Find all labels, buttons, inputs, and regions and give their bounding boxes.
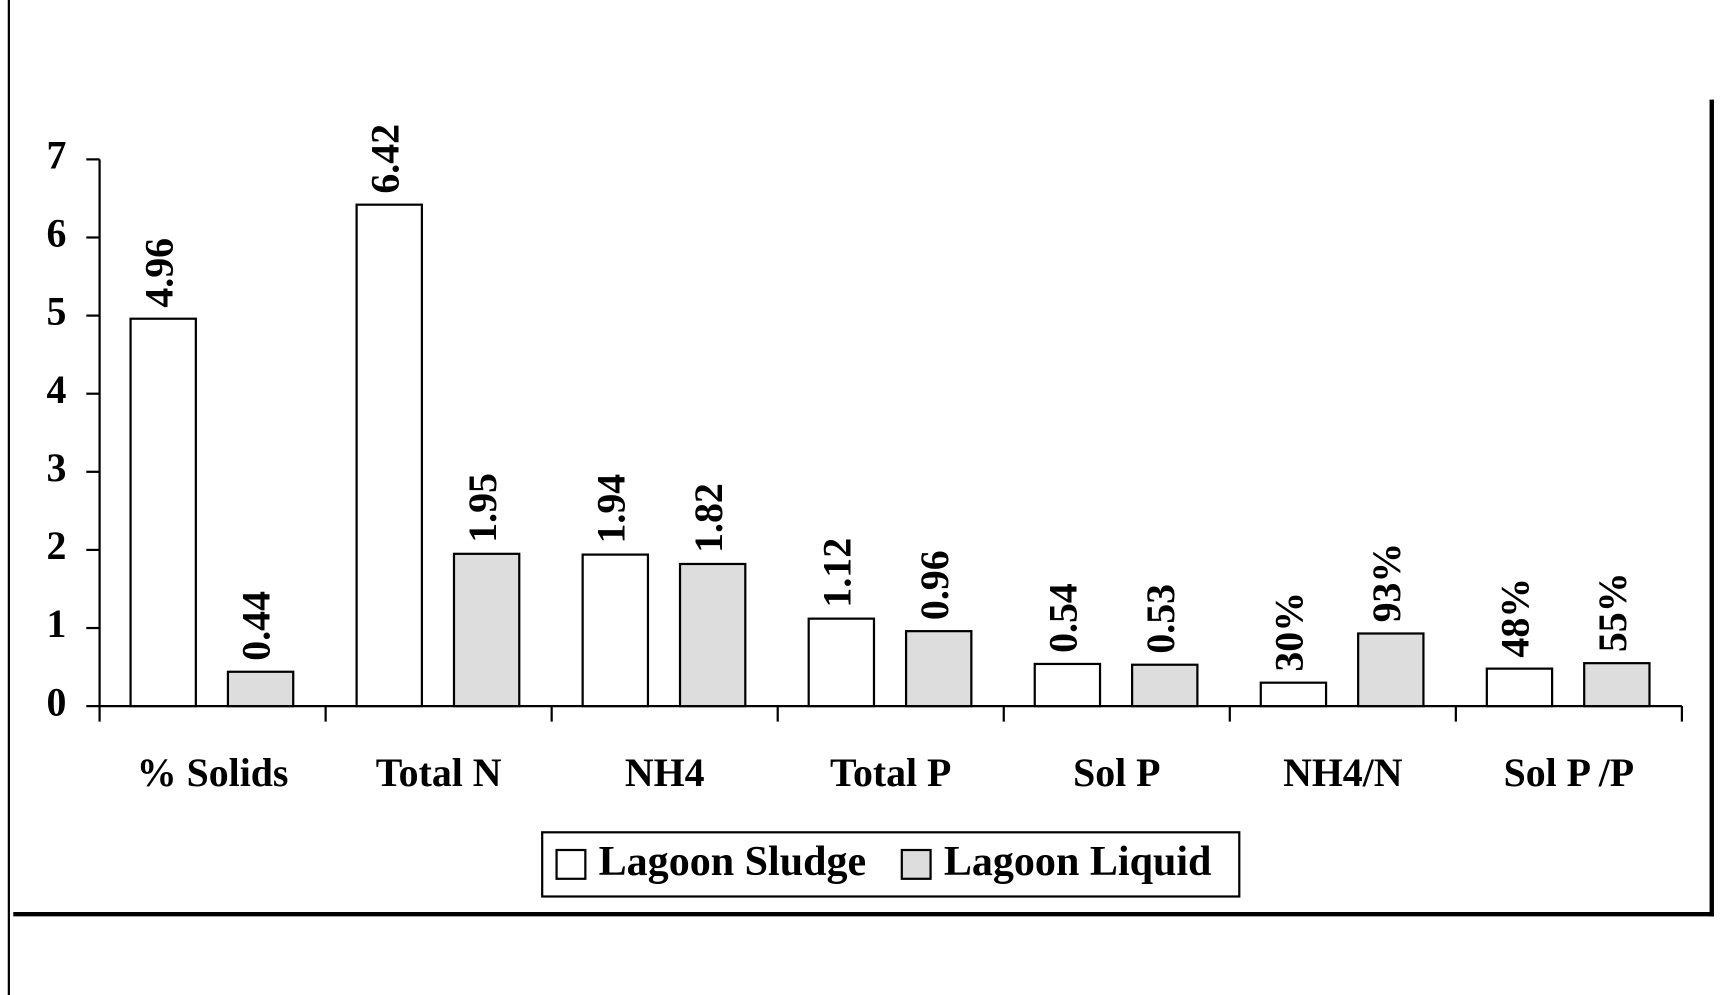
value-label: 55%: [1591, 572, 1635, 652]
x-tick-label: Sol P /P: [1504, 751, 1635, 795]
y-tick-label: 1: [46, 602, 66, 646]
value-label: 0.53: [1139, 584, 1183, 654]
value-label: 1.12: [815, 538, 859, 608]
x-tick-label: % Solids: [137, 751, 289, 795]
value-label: 48%: [1494, 578, 1538, 658]
value-label: 1.94: [589, 474, 633, 544]
bar: [1259, 681, 1328, 708]
y-tick-label: 0: [46, 680, 66, 724]
value-label: 1.95: [461, 473, 505, 543]
bar: [1583, 662, 1651, 708]
x-tick-label: NH4/N: [1283, 751, 1403, 795]
bar: [581, 553, 650, 708]
y-tick-label: 5: [46, 290, 66, 334]
y-tick-label: 7: [46, 134, 66, 178]
legend-swatch: [555, 848, 587, 880]
x-tick-label: NH4: [625, 751, 705, 795]
bar: [1357, 632, 1425, 708]
y-tick-label: 3: [46, 446, 66, 490]
value-label: 6.42: [363, 124, 407, 194]
bar: [129, 317, 197, 708]
x-tick-label: Total N: [376, 751, 502, 795]
value-label: 0.44: [235, 591, 279, 661]
bar: [678, 562, 747, 708]
bar: [1033, 662, 1102, 708]
legend-label: Lagoon Liquid: [944, 839, 1212, 885]
value-label: 0.96: [913, 550, 957, 620]
bar: [452, 552, 521, 708]
y-tick-label: 4: [46, 368, 66, 412]
bar: [355, 203, 424, 708]
value-label: 30%: [1268, 592, 1312, 672]
legend-swatch: [900, 848, 932, 880]
legend-box: [541, 831, 1241, 898]
x-tick-label: Total P: [830, 751, 951, 795]
y-tick-label: 2: [46, 524, 66, 568]
value-label: 4.96: [137, 238, 181, 308]
bar: [1485, 667, 1554, 708]
y-tick-label: 6: [46, 212, 66, 256]
value-label: 0.54: [1042, 583, 1086, 653]
bar: [807, 617, 876, 708]
value-label: 1.82: [687, 483, 731, 553]
bar: [226, 670, 295, 708]
x-tick-label: Sol P: [1073, 751, 1160, 795]
value-label: 93%: [1365, 543, 1409, 623]
legend-label: Lagoon Sludge: [599, 839, 867, 885]
bar: [904, 630, 973, 708]
bar: [1131, 663, 1199, 708]
